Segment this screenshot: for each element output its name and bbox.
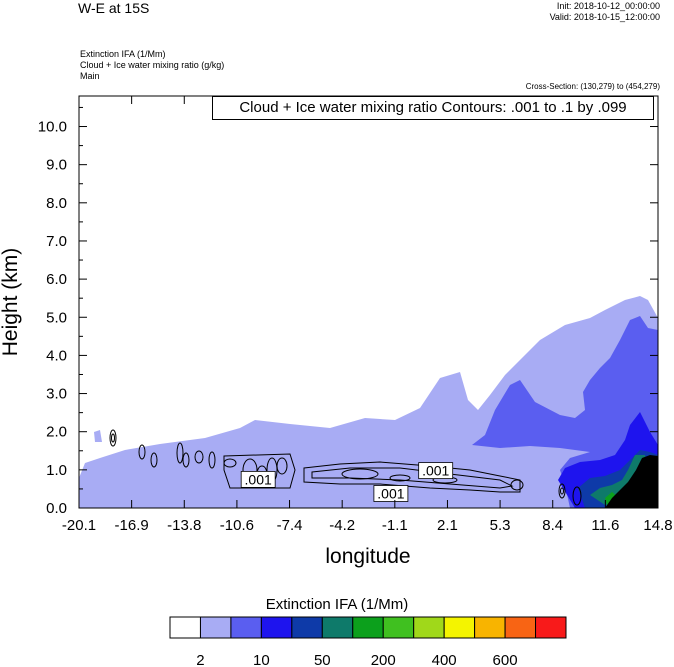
x-tick-label: -20.1 <box>62 517 96 534</box>
shaded-field <box>79 296 658 508</box>
contour-label: .001 <box>245 471 272 487</box>
contour-value-labels: .001 .001 .001 <box>240 462 454 502</box>
colorbar-label: 600 <box>493 652 518 667</box>
colorbar-swatch <box>413 616 445 639</box>
y-tick-label: 4.0 <box>46 347 67 364</box>
y-tick-label: 8.0 <box>46 195 67 212</box>
colorbar-swatch <box>260 616 293 639</box>
colorbar-swatch <box>321 616 354 639</box>
colorbar-label: 400 <box>432 652 457 667</box>
colorbar-swatch <box>291 616 323 639</box>
colorbar-label: 50 <box>314 652 331 667</box>
y-tick-label: 9.0 <box>46 157 67 174</box>
contour-label: .001 <box>377 486 404 502</box>
contour-label-box <box>373 485 409 502</box>
x-tick-label: -4.2 <box>329 517 355 534</box>
extinction-region-2-10 <box>79 296 658 508</box>
field-name-main: Main <box>80 71 100 81</box>
y-tick-label: 7.0 <box>46 233 67 250</box>
y-tick-label: 3.0 <box>46 386 67 403</box>
plot-title: W-E at 15S <box>78 0 150 16</box>
contour-info-box: Cloud + Ice water mixing ratio Contours:… <box>212 96 654 120</box>
y-tick-label: 5.0 <box>46 309 67 326</box>
valid-time: Valid: 2018-10-15_12:00:00 <box>549 12 660 22</box>
x-tick-label: 14.8 <box>643 517 672 534</box>
colorbar-swatch <box>352 616 384 639</box>
colorbar-title: Extinction IFA (1/Mm) <box>265 596 409 613</box>
x-tick-label: -16.9 <box>115 517 149 534</box>
field-name-extinction: Extinction IFA (1/Mm) <box>80 49 166 59</box>
y-tick-label: 1.0 <box>46 462 67 479</box>
y-tick-label: 0.0 <box>46 500 67 517</box>
x-tick-label: 11.6 <box>591 517 619 534</box>
x-axis: -20.1 -16.9 -13.8 -10.6 -7.4 -4.2 -1.1 2.1 5.3 8.… <box>62 96 673 534</box>
colorbar-swatch <box>535 616 567 639</box>
y-axis-title: Height (km) <box>0 248 22 357</box>
colorbar-swatch <box>382 616 415 639</box>
y-tick-label: 6.0 <box>46 271 67 288</box>
colorbar-swatch <box>169 616 201 639</box>
x-tick-label: -1.1 <box>382 517 408 534</box>
contour-label-box <box>418 462 454 480</box>
x-axis-title: longitude <box>325 545 410 568</box>
cross-section-label: Cross-Section: (130,279) to (454,279) <box>525 82 660 91</box>
contour-lines <box>109 429 582 506</box>
contour-label-box <box>240 470 276 488</box>
x-tick-label: 5.3 <box>490 517 511 534</box>
colorbar-swatch <box>230 616 262 639</box>
field-name-cloud-ice: Cloud + Ice water mixing ratio (g/kg) <box>80 60 225 70</box>
init-time: Init: 2018-10-12_00:00:00 <box>556 1 660 11</box>
x-tick-label: 8.4 <box>542 517 563 534</box>
colorbar-label: 2 <box>196 652 204 667</box>
y-axis: 0.0 1.0 2.0 3.0 4.0 5.0 6.0 7.0 8.0 9.0 10.0 <box>38 106 658 517</box>
x-tick-label: -10.6 <box>220 517 254 534</box>
colorbar-swatch <box>199 616 232 639</box>
colorbar-label: 10 <box>253 652 270 667</box>
x-tick-label: -13.8 <box>167 517 201 534</box>
colorbar-swatch <box>474 616 506 639</box>
x-tick-label: 2.1 <box>437 517 458 534</box>
colorbar: 2 10 50 200 400 600 <box>169 616 567 667</box>
colorbar-swatch <box>443 616 476 639</box>
x-tick-label: -7.4 <box>277 517 303 534</box>
colorbar-label: 200 <box>371 652 396 667</box>
contour-label: .001 <box>422 463 449 479</box>
terrain <box>605 455 658 508</box>
y-tick-label: 10.0 <box>38 119 67 136</box>
y-tick-label: 2.0 <box>46 424 67 441</box>
colorbar-swatch <box>504 616 537 639</box>
